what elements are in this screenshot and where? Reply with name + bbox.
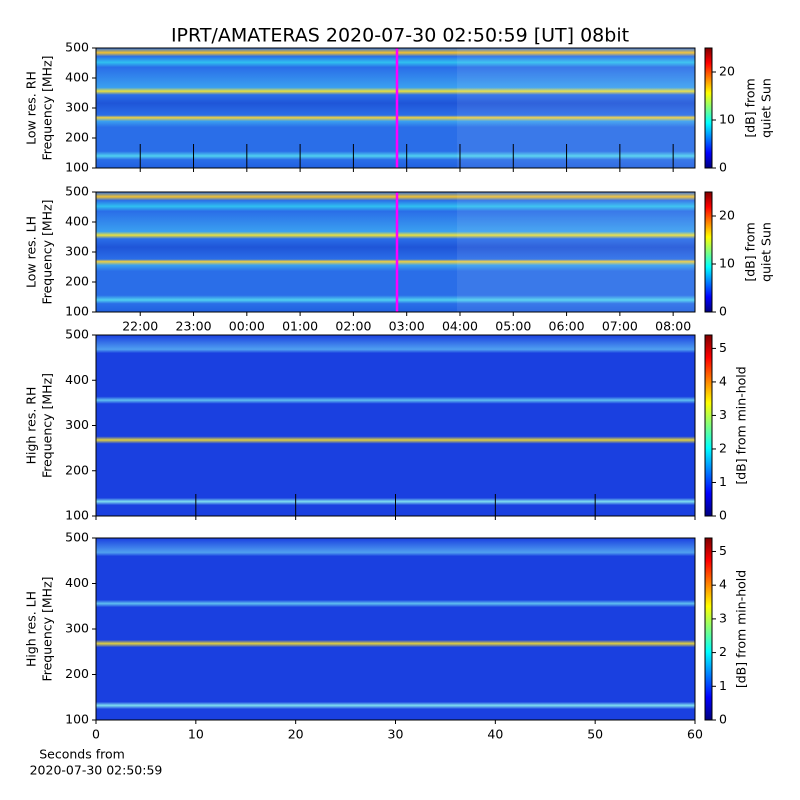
colorbar-tick-label: 10 xyxy=(719,256,735,271)
colorbar-tick-label: 5 xyxy=(719,340,727,355)
y-tick-label: 200 xyxy=(65,130,89,145)
y-tick-label: 300 xyxy=(65,621,89,636)
time-split xyxy=(457,48,695,168)
y-tick-label: 300 xyxy=(65,417,89,432)
colorbar-tick-label: 1 xyxy=(719,474,727,489)
colorbar-tick-label: 0 xyxy=(719,304,727,319)
x-tick-label: 10 xyxy=(188,727,204,742)
x-tick-label: 05:00 xyxy=(495,319,531,334)
x-tick-label: 50 xyxy=(587,727,603,742)
y-axis-label: Frequency [MHz] xyxy=(40,199,55,304)
colorbar-label: [dB] from xyxy=(743,78,758,137)
x-tick-label: 06:00 xyxy=(549,319,585,334)
x-tick-label: 08:00 xyxy=(655,319,691,334)
colorbar-tick-label: 20 xyxy=(719,208,735,223)
y-tick-label: 400 xyxy=(65,214,89,229)
x-tick-label: 00:00 xyxy=(229,319,265,334)
colorbar-tick-label: 4 xyxy=(719,373,727,388)
colorbar-label: [dB] from min-hold xyxy=(734,366,749,484)
colorbar-tick-label: 10 xyxy=(719,112,735,127)
x-axis-label: 2020-07-30 02:50:59 xyxy=(30,763,163,778)
colorbar xyxy=(704,47,713,169)
colorbar-label: quiet Sun xyxy=(759,78,774,138)
y-axis-label: Frequency [MHz] xyxy=(40,576,55,681)
colorbar-label: [dB] from min-hold xyxy=(734,570,749,688)
colorbar-label: quiet Sun xyxy=(759,222,774,282)
colorbar-tick-label: 0 xyxy=(719,508,727,523)
y-tick-label: 400 xyxy=(65,372,89,387)
colorbar-tick-label: 4 xyxy=(719,577,727,592)
colorbar xyxy=(704,191,713,313)
spectrogram xyxy=(96,335,695,516)
y-tick-label: 200 xyxy=(65,666,89,681)
colorbar-tick-label: 0 xyxy=(719,160,727,175)
y-tick-label: 100 xyxy=(65,160,89,175)
x-tick-label: 07:00 xyxy=(602,319,638,334)
spectrogram xyxy=(96,538,695,720)
y-tick-label: 300 xyxy=(65,100,89,115)
x-tick-label: 04:00 xyxy=(442,319,478,334)
colorbar-tick-label: 3 xyxy=(719,610,727,625)
y-tick-label: 400 xyxy=(65,575,89,590)
x-tick-label: 03:00 xyxy=(389,319,425,334)
colorbar-tick-label: 2 xyxy=(719,644,727,659)
y-tick-label: 100 xyxy=(65,304,89,319)
x-axis-label: Seconds from xyxy=(39,747,125,762)
colorbar-label: [dB] from xyxy=(743,222,758,281)
x-tick-label: 22:00 xyxy=(122,319,158,334)
spectrogram xyxy=(96,192,695,312)
chart-title: IPRT/AMATERAS 2020-07-30 02:50:59 [UT] 0… xyxy=(171,25,629,47)
y-tick-label: 300 xyxy=(65,244,89,259)
x-tick-label: 0 xyxy=(92,727,100,742)
x-tick-label: 02:00 xyxy=(335,319,371,334)
y-axis-label: High res. RH xyxy=(24,387,39,465)
colorbar-tick-label: 2 xyxy=(719,440,727,455)
y-axis-label: Frequency [MHz] xyxy=(40,373,55,478)
y-tick-label: 400 xyxy=(65,70,89,85)
y-axis-label: Low res. RH xyxy=(24,71,39,145)
x-tick-label: 30 xyxy=(388,727,404,742)
colorbar-tick-label: 20 xyxy=(719,64,735,79)
y-tick-label: 100 xyxy=(65,712,89,727)
y-axis-label: Frequency [MHz] xyxy=(40,55,55,160)
x-tick-label: 23:00 xyxy=(176,319,212,334)
colorbar xyxy=(704,334,713,517)
x-tick-label: 40 xyxy=(487,727,503,742)
y-tick-label: 500 xyxy=(65,327,89,342)
y-tick-label: 200 xyxy=(65,274,89,289)
y-tick-label: 500 xyxy=(65,40,89,55)
colorbar xyxy=(704,537,713,721)
x-tick-label: 20 xyxy=(288,727,304,742)
y-axis-label: Low res. LH xyxy=(24,216,39,288)
colorbar-tick-label: 3 xyxy=(719,407,727,422)
colorbar-tick-label: 1 xyxy=(719,678,727,693)
y-tick-label: 200 xyxy=(65,462,89,477)
time-split xyxy=(457,192,695,312)
y-tick-label: 500 xyxy=(65,184,89,199)
y-axis-label: High res. LH xyxy=(24,591,39,667)
spectrogram xyxy=(96,48,695,168)
y-tick-label: 100 xyxy=(65,508,89,523)
colorbar-tick-label: 0 xyxy=(719,712,727,727)
y-tick-label: 500 xyxy=(65,530,89,545)
x-tick-label: 60 xyxy=(687,727,703,742)
colorbar-tick-label: 5 xyxy=(719,543,727,558)
x-tick-label: 01:00 xyxy=(282,319,318,334)
